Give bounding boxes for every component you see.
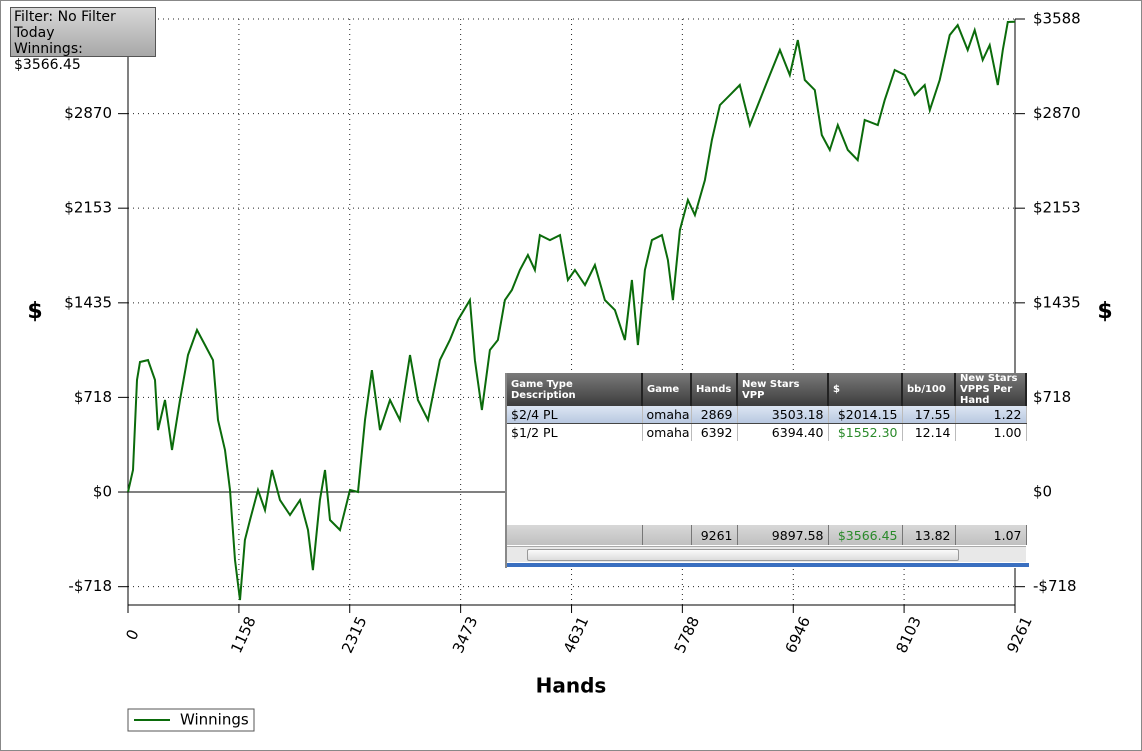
table-cell: 13.82 bbox=[902, 525, 956, 545]
table-cell: 9897.58 bbox=[737, 525, 829, 545]
table-cell: 6394.40 bbox=[737, 423, 829, 441]
table-cell: 2869 bbox=[691, 406, 738, 424]
y-tick-label: $718 bbox=[74, 388, 112, 406]
table-cell: 12.14 bbox=[902, 423, 956, 441]
y-tick-label: $1435 bbox=[64, 293, 112, 311]
scrollbar[interactable] bbox=[507, 546, 1026, 562]
info-line: Filter: No Filter bbox=[14, 9, 116, 25]
y2-tick-label: $1435 bbox=[1033, 293, 1081, 311]
table-cell: 9261 bbox=[691, 525, 738, 545]
totals-row: 9261 9897.58 $3566.45 13.82 1.07 bbox=[507, 525, 1027, 545]
column-header[interactable]: Game Type Description bbox=[507, 373, 643, 406]
y2-axis-label: $ bbox=[1097, 299, 1112, 324]
x-axis-label: Hands bbox=[536, 674, 607, 698]
table-cell bbox=[507, 525, 643, 545]
y-tick-label: -$718 bbox=[68, 577, 112, 595]
column-header[interactable]: Hands bbox=[691, 373, 738, 406]
table-cell: $1/2 PL bbox=[507, 423, 643, 441]
info-box: Filter: No Filter Today Winnings: $3566.… bbox=[10, 7, 156, 73]
stats-table: Game Type Description Game Hands New Stars … bbox=[505, 373, 1029, 568]
line bbox=[127, 20, 1016, 601]
y-axis-label: $ bbox=[27, 299, 42, 324]
y-tick-label: $2153 bbox=[64, 199, 112, 217]
table-cell: 6392 bbox=[691, 423, 738, 441]
y2-tick-label: -$718 bbox=[1033, 577, 1077, 595]
table-row[interactable]: $1/2 PL omaha 6392 6394.40 $1552.30 12.14 1.00 bbox=[507, 423, 1027, 441]
table-cell bbox=[642, 525, 692, 545]
column-header[interactable]: Game bbox=[642, 373, 692, 406]
table-cell: omaha bbox=[642, 406, 692, 424]
info-line: Today bbox=[14, 25, 55, 41]
y-tick-label: $2870 bbox=[64, 104, 112, 122]
splitter bbox=[507, 563, 1029, 567]
table-cell: omaha bbox=[642, 423, 692, 441]
y2-tick-label: $718 bbox=[1033, 388, 1071, 406]
legend bbox=[127, 708, 255, 732]
table-cell: $3566.45 bbox=[828, 525, 903, 545]
y2-tick-label: $2870 bbox=[1033, 104, 1081, 122]
y2-tick-label: $2153 bbox=[1033, 199, 1081, 217]
legend-label: Winnings bbox=[180, 711, 249, 729]
table-cell: $1552.30 bbox=[828, 423, 903, 441]
table-cell: 3503.18 bbox=[737, 406, 829, 424]
info-line: Winnings: $3566.45 bbox=[14, 41, 83, 73]
column-header[interactable]: $ bbox=[828, 373, 903, 406]
table-cell: $2/4 PL bbox=[507, 406, 643, 424]
scroll-thumb[interactable] bbox=[527, 549, 959, 561]
table-cell: 1.00 bbox=[955, 423, 1027, 441]
table-cell: 1.07 bbox=[955, 525, 1027, 545]
y2-tick-label: $3588 bbox=[1033, 10, 1081, 28]
column-header[interactable]: bb/100 bbox=[902, 373, 956, 406]
y2-tick-label: $0 bbox=[1033, 483, 1052, 501]
column-header[interactable]: New Stars VPPS Per Hand bbox=[955, 373, 1027, 406]
table-cell: 1.22 bbox=[955, 406, 1027, 424]
column-header[interactable]: New Stars VPP bbox=[737, 373, 829, 406]
table-row[interactable]: $2/4 PL omaha 2869 3503.18 $2014.15 17.55 1.22 bbox=[507, 406, 1027, 424]
table: Game Type Description Game Hands New Stars … bbox=[507, 373, 1027, 545]
y-tick-label: $0 bbox=[93, 483, 112, 501]
table-cell: 17.55 bbox=[902, 406, 956, 424]
table-cell: $2014.15 bbox=[828, 406, 903, 424]
